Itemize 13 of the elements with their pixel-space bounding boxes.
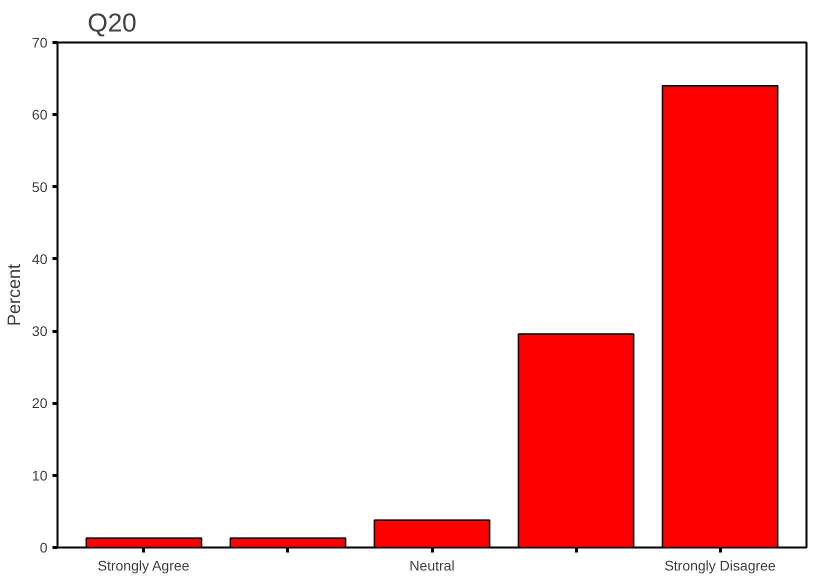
x-tick-label: Neutral [409,558,455,574]
y-tick-label: 60 [32,106,48,123]
y-tick-label: 20 [32,395,48,412]
y-tick-label: 0 [40,540,48,556]
x-tick-label: Strongly Disagree [664,558,776,574]
y-tick-label: 70 [32,34,48,50]
y-tick-label: 10 [32,467,48,484]
y-tick-label: 30 [32,323,48,340]
y-axis-title: Percent [4,264,24,326]
x-tick-label: Strongly Agree [98,558,190,574]
y-tick-label: 40 [32,250,48,267]
y-tick-label: 50 [32,178,48,195]
chart-title: Q20 [88,8,137,38]
